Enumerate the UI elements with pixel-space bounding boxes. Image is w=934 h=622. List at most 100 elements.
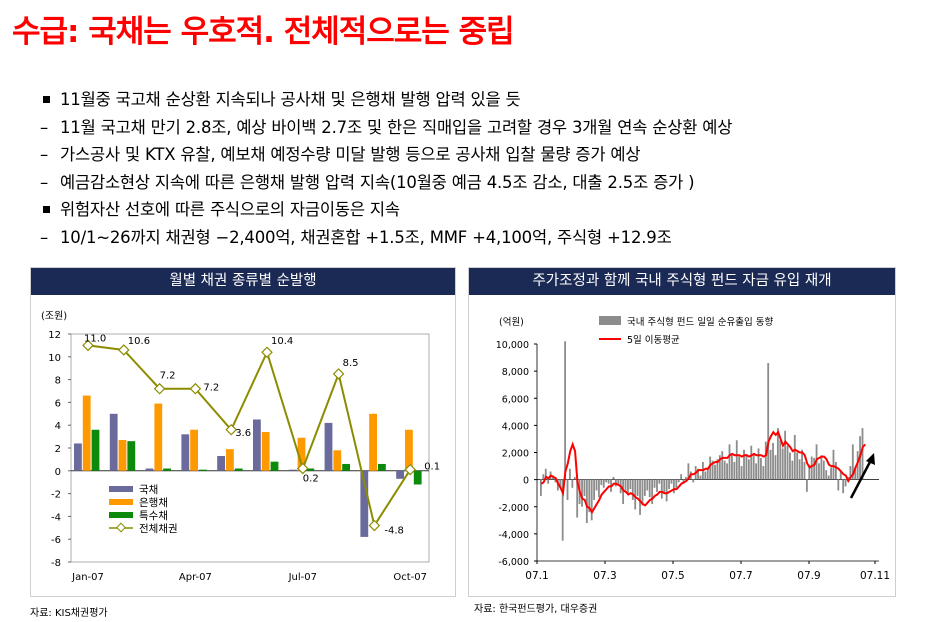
daily-flow-bar [663,479,666,494]
bar-특수채 [199,469,207,471]
bar-특수채 [127,441,136,471]
legend-label: 전체채권 [139,523,178,535]
daily-flow-bar [547,479,550,484]
daily-flow-bar [585,479,588,524]
daily-flow-bar [622,479,625,505]
bar-국채 [217,455,225,471]
total-bonds-marker [261,346,273,359]
daily-flow-bar [731,455,733,480]
y-tick-label: -2 [51,490,61,501]
daily-flow-bar [670,479,673,484]
bar-은행채 [261,432,270,471]
left-chart-title: 월별 채권 종류별 순발행 [31,268,455,295]
daily-flow-bar [561,479,564,541]
bar-국채 [109,413,118,471]
y-tick-label: 0 [523,476,529,487]
daily-flow-bar [830,467,832,480]
daily-flow-bar [849,466,852,480]
data-label: 0.1 [424,462,440,473]
bullet-item: – 예금감소현상 지속에 따른 은행채 발행 압력 지속(10월중 예금 4.5조… [40,169,920,197]
total-bonds-marker [368,519,381,532]
bar-은행채 [118,440,127,471]
daily-flow-bar [854,468,857,480]
daily-flow-bar [834,461,837,480]
daily-flow-bar [747,459,750,480]
bullet-text: 가스공사 및 KTX 유찰, 예보채 예정수량 미달 발행 등으로 공사채 입찰… [60,145,641,165]
daily-flow-bar [653,479,656,488]
bullet-item: – 가스공사 및 KTX 유찰, 예보채 예정수량 미달 발행 등으로 공사채 입… [40,141,920,169]
daily-flow-bar [668,479,670,490]
daily-flow-bar [631,479,634,500]
moving-average-line [540,430,866,515]
daily-flow-bar [723,460,726,480]
bar-특수채 [270,461,279,471]
bar-은행채 [82,395,91,471]
daily-flow-bar [590,479,593,521]
total-bonds-marker [297,462,309,475]
bar-특수채 [234,468,243,471]
daily-flow-bar [607,479,610,484]
daily-flow-bar [818,463,820,480]
daily-flow-bar [687,463,690,480]
daily-flow-bar [595,479,598,491]
daily-flow-bar [793,434,796,480]
daily-flow-bar [781,448,784,480]
daily-flow-bar [803,461,806,480]
daily-flow-bar [573,476,576,480]
x-tick-label: Apr-07 [179,572,212,583]
legend-label: 은행채 [139,497,168,509]
right-chart-title: 주가조정과 함께 국내 주식형 펀드 자금 유입 재개 [469,268,895,295]
daily-flow-bar [728,444,731,480]
data-label: 11.0 [84,333,106,344]
daily-flow-bar [544,468,547,480]
bullet-item: –11월 국고채 만기 2.8조, 예상 바이백 2.7조 및 한은 직매입을 … [40,114,920,142]
daily-flow-bar [651,479,654,505]
bar-은행채 [154,403,163,471]
data-label: 7.2 [203,383,219,394]
daily-flow-bar [808,464,811,480]
daily-flow-bar [738,456,741,480]
daily-flow-bar [796,452,799,480]
y-axis-unit-label: (억원) [499,316,524,328]
bar-특수채 [342,463,350,471]
daily-flow-bar [861,428,864,480]
legend-swatch [109,499,133,505]
bar-국채 [360,470,369,537]
bullet-item: 11월중 국고채 순상환 지속되나 공사채 및 은행채 발행 압력 있을 듯 [40,86,920,114]
daily-flow-bar [646,479,649,491]
dash-bullet-icon: – [40,172,49,192]
bullet-item: –10/1~26까지 채권형 −2,400억, 채권혼합 +1.5조, MMF … [40,224,920,252]
daily-flow-bar [699,475,702,480]
y-tick-label: 12 [48,330,61,341]
daily-flow-bar [762,466,765,480]
legend-marker [116,522,126,533]
daily-flow-bar [627,479,629,495]
daily-flow-bar [825,470,828,480]
y-tick-label: 2 [55,444,61,455]
daily-flow-bar [842,479,845,494]
daily-flow-bar [665,479,668,502]
daily-flow-bar [656,479,658,492]
daily-flow-bar [612,476,615,480]
bar-은행채 [333,450,342,471]
daily-flow-bar [755,463,758,480]
x-tick-label: 07.7 [729,570,752,582]
daily-flow-bar [844,479,847,487]
total-bonds-line [87,344,412,529]
daily-flow-bar [636,479,639,496]
daily-flow-bar [706,467,709,480]
bar-은행채 [297,437,306,471]
daily-flow-bar [697,468,699,480]
x-tick-label: Jul-07 [288,572,317,583]
daily-flow-bar [675,479,678,488]
legend-label: 특수채 [139,510,168,522]
left-source-note: 자료: KIS채권평가 [30,608,108,619]
daily-flow-bar [718,455,721,480]
bar-국채 [74,443,82,471]
daily-flow-bar [559,479,562,487]
y-tick-label: 8,000 [502,367,529,378]
daily-flow-bar [716,459,719,480]
daily-flow-bar [837,479,840,491]
daily-flow-bar [571,479,574,488]
bullet-text: 예금감소현상 지속에 따른 은행채 발행 압력 지속(10월중 예금 4.5조 … [60,172,695,192]
